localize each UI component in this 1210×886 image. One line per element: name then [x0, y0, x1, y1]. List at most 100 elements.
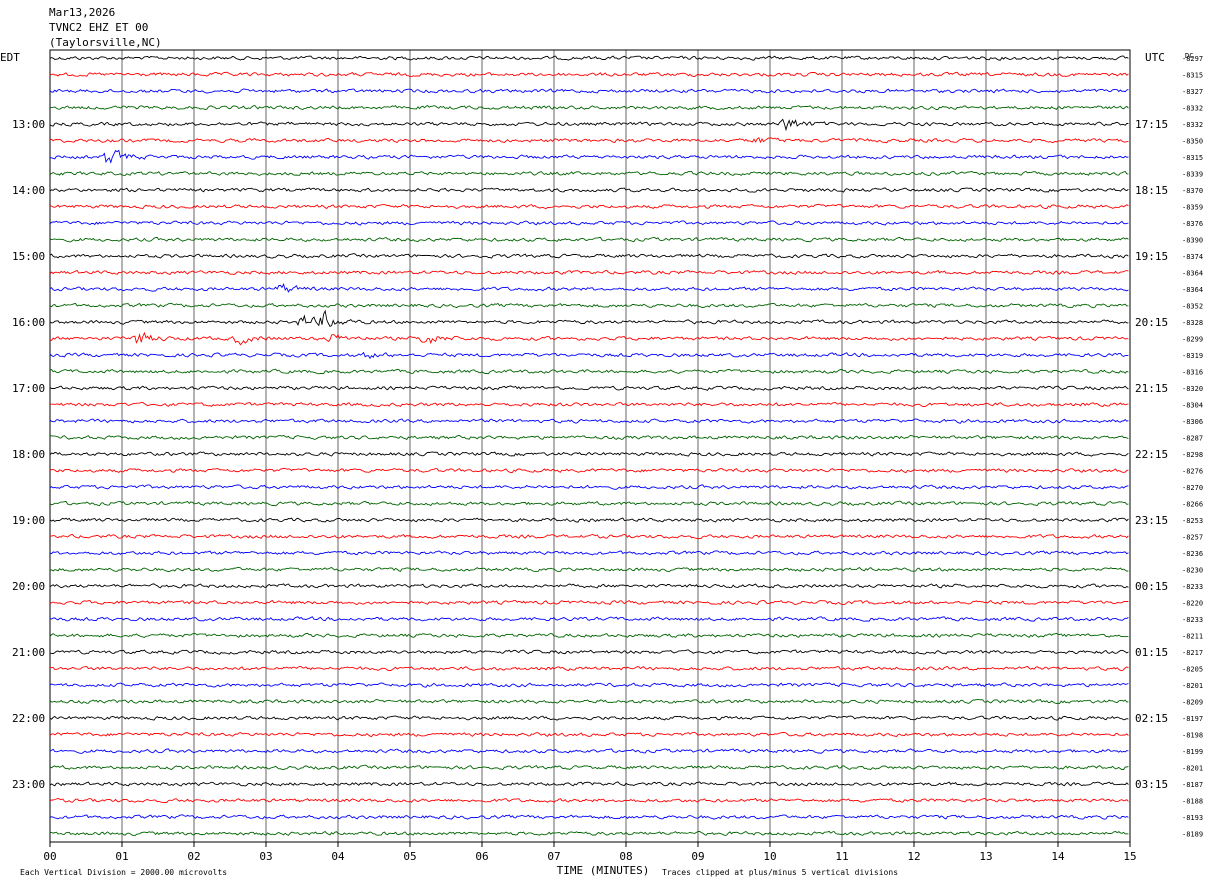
dc-offset-label: -8390: [1182, 237, 1203, 245]
dc-offset-label: -8193: [1182, 814, 1203, 822]
dc-offset-label: -8359: [1182, 204, 1203, 212]
hour-label-local: 16:00: [12, 316, 45, 329]
x-tick-label: 12: [907, 850, 920, 863]
seismic-trace: [49, 269, 1129, 276]
hour-label-utc: 00:15: [1135, 580, 1168, 593]
seismic-trace: [49, 203, 1129, 210]
dc-offset-label: -8376: [1182, 220, 1203, 228]
dc-offset-label: -8233: [1182, 616, 1203, 624]
dc-offset-label: -8299: [1182, 336, 1203, 344]
dc-offset-label: -8364: [1182, 286, 1203, 294]
seismic-trace: [49, 583, 1129, 589]
x-tick-label: 15: [1123, 850, 1136, 863]
seismic-trace: [49, 220, 1129, 226]
dc-offset-label: -8257: [1182, 534, 1203, 542]
x-tick-label: 00: [43, 850, 56, 863]
dc-offset-label: -8352: [1182, 303, 1203, 311]
seismic-trace: [49, 282, 1129, 293]
seismic-trace: [49, 302, 1129, 309]
x-tick-label: 01: [115, 850, 128, 863]
hour-label-local: 22:00: [12, 712, 45, 725]
seismic-trace: [49, 309, 1129, 327]
dc-offset-label: -8266: [1182, 501, 1203, 509]
hour-label-utc: 17:15: [1135, 118, 1168, 131]
seismic-trace: [49, 104, 1129, 111]
seismic-trace: [49, 566, 1129, 573]
dc-offset-label: -8230: [1182, 567, 1203, 575]
seismic-trace: [49, 331, 1129, 346]
hour-label-local: 17:00: [12, 382, 45, 395]
labels: Mar13,2026 TVNC2 EHZ ET 00 (Taylorsville…: [0, 6, 1203, 877]
seismic-trace: [49, 451, 1129, 457]
seismic-trace: [49, 781, 1129, 787]
grid: [49, 49, 1131, 847]
seismic-trace: [49, 632, 1129, 639]
dc-offset-label: -8236: [1182, 550, 1203, 558]
seismic-trace: [49, 55, 1129, 61]
x-tick-label: 08: [619, 850, 632, 863]
dc-offset-label: -8201: [1182, 682, 1203, 690]
hour-label-utc: 20:15: [1135, 316, 1168, 329]
dc-offset-label: -8306: [1182, 418, 1203, 426]
dc-offset-label: -8217: [1182, 649, 1203, 657]
hour-label-local: 13:00: [12, 118, 45, 131]
seismic-trace: [49, 418, 1129, 424]
seismic-trace: [49, 682, 1129, 688]
dc-offset-label: -8374: [1182, 253, 1203, 261]
seismic-trace: [49, 484, 1129, 490]
dc-offset-label: -8199: [1182, 748, 1203, 756]
dc-offset-label: -8189: [1182, 831, 1203, 839]
seismic-trace: [49, 149, 1129, 164]
hour-label-utc: 03:15: [1135, 778, 1168, 791]
hour-label-utc: 23:15: [1135, 514, 1168, 527]
hour-label-utc: 19:15: [1135, 250, 1168, 263]
seismic-trace: [49, 748, 1129, 754]
seismic-trace: [49, 434, 1129, 440]
seismic-trace: [50, 830, 1129, 837]
dc-offset-label: -8315: [1182, 154, 1203, 162]
seismic-trace: [49, 88, 1129, 94]
seismic-trace: [49, 764, 1129, 771]
seismic-trace: [49, 118, 1129, 132]
hour-label-utc: 22:15: [1135, 448, 1168, 461]
dc-offset-label: -8270: [1182, 484, 1203, 492]
dc-offset-label: -8198: [1182, 732, 1203, 740]
seismic-trace: [49, 665, 1129, 672]
hour-label-local: 19:00: [12, 514, 45, 527]
x-tick-label: 09: [691, 850, 704, 863]
dc-offset-label: -8370: [1182, 187, 1203, 195]
dc-offset-label: -8287: [1182, 435, 1203, 443]
left-axis-title: EDT: [0, 51, 20, 64]
x-tick-label: 02: [187, 850, 200, 863]
plot-frame: [49, 49, 1131, 843]
dc-offset-label: -8220: [1182, 600, 1203, 608]
traces: [49, 55, 1129, 837]
seismic-trace: [49, 136, 1129, 144]
dc-offset-label: -8211: [1182, 633, 1203, 641]
dc-offset-label: -8327: [1182, 88, 1203, 96]
seismic-trace: [49, 71, 1129, 78]
dc-offset-label: -8328: [1182, 319, 1203, 327]
dc-offset-label: -8201: [1182, 765, 1203, 773]
hour-label-utc: 02:15: [1135, 712, 1168, 725]
header-station: TVNC2 EHZ ET 00: [49, 21, 148, 34]
x-tick-label: 10: [763, 850, 776, 863]
seismic-trace: [49, 368, 1129, 375]
seismic-trace: [49, 797, 1129, 804]
header-date: Mar13,2026: [49, 6, 115, 19]
x-tick-label: 05: [403, 850, 416, 863]
dc-offset-label: -8205: [1182, 666, 1203, 674]
hour-label-utc: 18:15: [1135, 184, 1168, 197]
x-axis-title: TIME (MINUTES): [557, 864, 650, 877]
seismic-trace: [49, 253, 1129, 259]
dc-offset-label: -8188: [1182, 798, 1203, 806]
seismic-trace: [49, 500, 1129, 507]
dc-offset-label: -8253: [1182, 517, 1203, 525]
dc-offset-label: -8315: [1182, 72, 1203, 80]
hour-label-local: 21:00: [12, 646, 45, 659]
seismic-trace: [49, 187, 1129, 193]
dc-offset-label: -8304: [1182, 402, 1203, 410]
x-tick-label: 04: [331, 850, 345, 863]
x-tick-label: 03: [259, 850, 272, 863]
